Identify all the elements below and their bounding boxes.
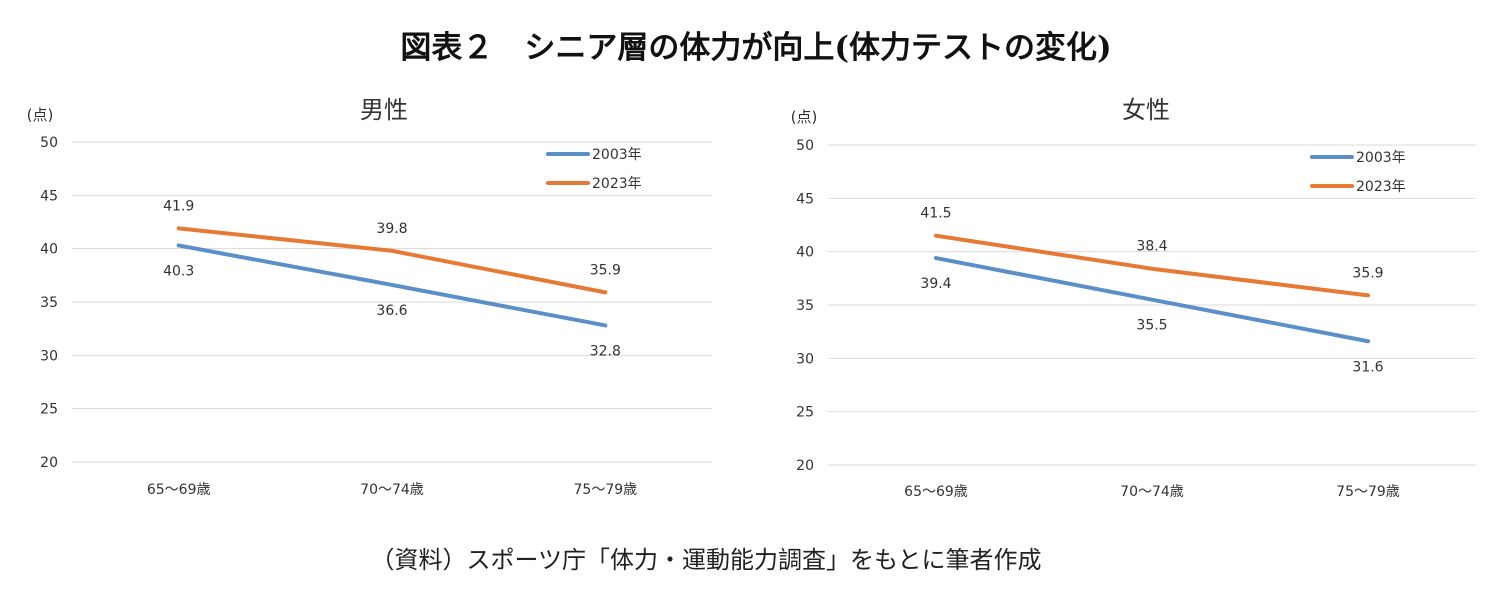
y-tick-label: 50 (40, 135, 58, 151)
series-line-2023年 (934, 233, 1370, 298)
y-tick-label: 35 (40, 295, 58, 311)
y-tick-label: 50 (796, 138, 814, 154)
y-tick-label: 45 (40, 188, 58, 204)
data-label: 41.9 (163, 198, 194, 214)
x-tick-label: 65～69歳 (147, 482, 211, 498)
chart-title: 男性 (360, 96, 408, 124)
data-label: 32.8 (590, 343, 621, 359)
y-axis-unit-label: (点) (27, 106, 54, 124)
series-line-2023年 (176, 226, 608, 295)
x-tick-label: 75～79歳 (574, 482, 638, 498)
chart-male-svg: 男性 (点) 20 25 30 35 40 45 50 65～69歳 70～74歳 75～79歳 40.… (27, 96, 712, 498)
y-tick-label: 30 (40, 348, 58, 364)
y-tick-label: 20 (40, 455, 58, 471)
x-tick-label: 70～74歳 (1120, 484, 1184, 500)
chart-female: 女性 (点) 20 25 30 35 40 45 50 65～69歳 70～74歳 75～79歳 39.… (756, 88, 1512, 518)
data-label: 35.9 (590, 262, 621, 278)
data-label: 38.4 (1136, 239, 1167, 255)
y-tick-label: 25 (40, 402, 58, 418)
legend-label: 2023年 (592, 176, 642, 192)
series-line-2003年 (176, 243, 608, 328)
y-tick-label: 45 (796, 191, 814, 207)
chart-male: 男性 (点) 20 25 30 35 40 45 50 65～69歳 70～74歳 75～79歳 40.… (0, 88, 756, 518)
page-title: 図表２ シニア層の体力が向上(体力テストの変化) (400, 30, 1112, 66)
data-label: 31.6 (1352, 359, 1383, 375)
y-tick-label: 35 (796, 298, 814, 314)
data-label: 39.8 (376, 221, 407, 237)
y-tick-label: 40 (40, 242, 58, 258)
data-label: 39.4 (920, 276, 951, 292)
legend-label: 2003年 (592, 147, 642, 163)
y-axis-unit-label: (点) (791, 108, 818, 126)
legend-label: 2003年 (1356, 150, 1406, 166)
legend-label: 2023年 (1356, 179, 1406, 195)
y-tick-label: 40 (796, 245, 814, 261)
data-label: 35.9 (1352, 265, 1383, 281)
data-label: 36.6 (376, 303, 407, 319)
x-tick-label: 65～69歳 (904, 484, 968, 500)
data-label: 35.5 (1136, 318, 1167, 334)
data-label: 40.3 (163, 263, 194, 279)
x-tick-label: 75～79歳 (1336, 484, 1400, 500)
source-note: （資料）スポーツ庁「体力・運動能力調査」をもとに筆者作成 (370, 546, 1042, 574)
x-tick-label: 70～74歳 (360, 482, 424, 498)
y-tick-label: 30 (796, 351, 814, 367)
chart-female-svg: 女性 (点) 20 25 30 35 40 45 50 65～69歳 70～74歳 75～79歳 39.… (791, 96, 1476, 500)
y-tick-label: 20 (796, 458, 814, 474)
y-tick-label: 25 (796, 405, 814, 421)
chart-title: 女性 (1122, 96, 1170, 124)
data-label: 41.5 (920, 206, 951, 222)
series-line-2003年 (934, 256, 1370, 344)
